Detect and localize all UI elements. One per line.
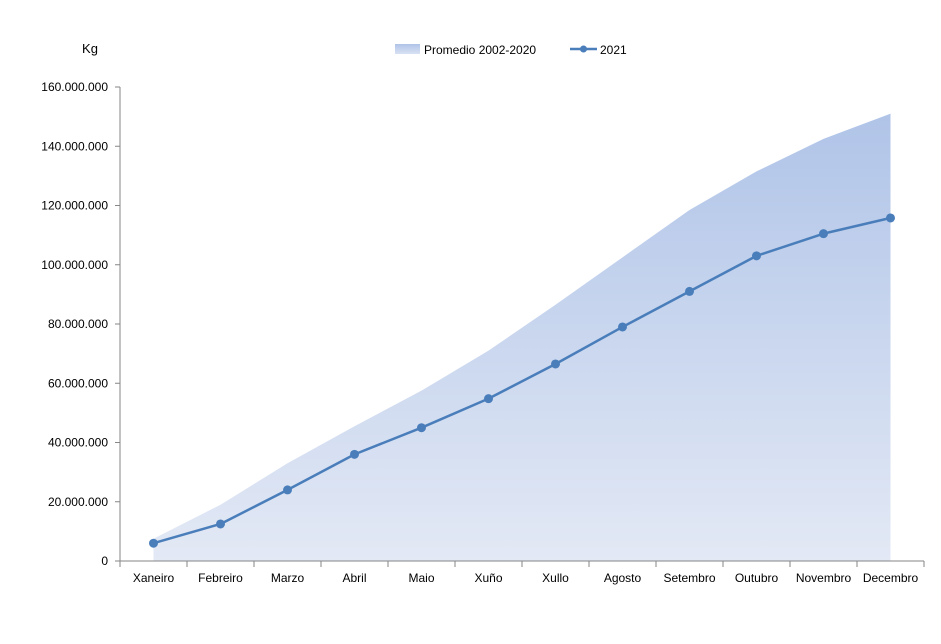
- y-tick-label: 80.000.000: [48, 317, 108, 331]
- y-tick-label: 160.000.000: [41, 80, 108, 94]
- y-tick-label: 0: [101, 554, 108, 568]
- area-series-promedio: [153, 113, 891, 561]
- x-tick-label: Marzo: [271, 571, 305, 585]
- data-point-2021: [350, 449, 359, 459]
- x-tick-label: Novembro: [796, 571, 852, 585]
- x-tick-label: Xullo: [542, 571, 569, 585]
- legend-swatch-2021-marker: [580, 45, 587, 53]
- x-tick-label: Decembro: [863, 571, 919, 585]
- x-tick-label: Xaneiro: [133, 571, 175, 585]
- x-tick-label: Outubro: [735, 571, 779, 585]
- legend: Promedio 2002-2020 2021: [395, 43, 627, 57]
- y-axis-ticks: 0 20.000.000 40.000.000 60.000.000 80.000.00…: [41, 80, 120, 568]
- x-tick-label: Febreiro: [198, 571, 243, 585]
- data-point-2021: [216, 519, 225, 529]
- x-tick-label: Maio: [408, 571, 434, 585]
- data-point-2021: [149, 538, 158, 548]
- y-tick-label: 120.000.000: [41, 199, 108, 213]
- data-point-2021: [618, 322, 627, 332]
- x-tick-label: Xuño: [474, 571, 502, 585]
- x-axis-ticks: Xaneiro Febreiro Marzo Abril Maio Xuño Xullo Ag…: [119, 561, 925, 585]
- data-point-2021: [886, 213, 895, 223]
- data-point-2021: [417, 423, 426, 433]
- data-point-2021: [283, 485, 292, 495]
- y-tick-label: 20.000.000: [48, 495, 108, 509]
- x-tick-label: Agosto: [604, 571, 642, 585]
- legend-label-promedio: Promedio 2002-2020: [424, 43, 536, 57]
- data-point-2021: [685, 286, 694, 296]
- x-tick-label: Setembro: [663, 571, 715, 585]
- y-axis-unit-label: Kg: [82, 41, 98, 56]
- line-series-2021: [153, 216, 891, 545]
- data-point-2021: [752, 251, 761, 261]
- y-tick-label: 100.000.000: [41, 258, 108, 272]
- markers-series-2021: [149, 213, 895, 548]
- y-tick-label: 140.000.000: [41, 139, 108, 153]
- x-tick-label: Abril: [342, 571, 366, 585]
- y-tick-label: 40.000.000: [48, 436, 108, 450]
- legend-label-2021: 2021: [600, 43, 627, 57]
- y-tick-label: 60.000.000: [48, 376, 108, 390]
- data-point-2021: [551, 359, 560, 369]
- data-point-2021: [484, 394, 493, 404]
- legend-swatch-promedio: [395, 44, 420, 54]
- data-point-2021: [819, 229, 828, 239]
